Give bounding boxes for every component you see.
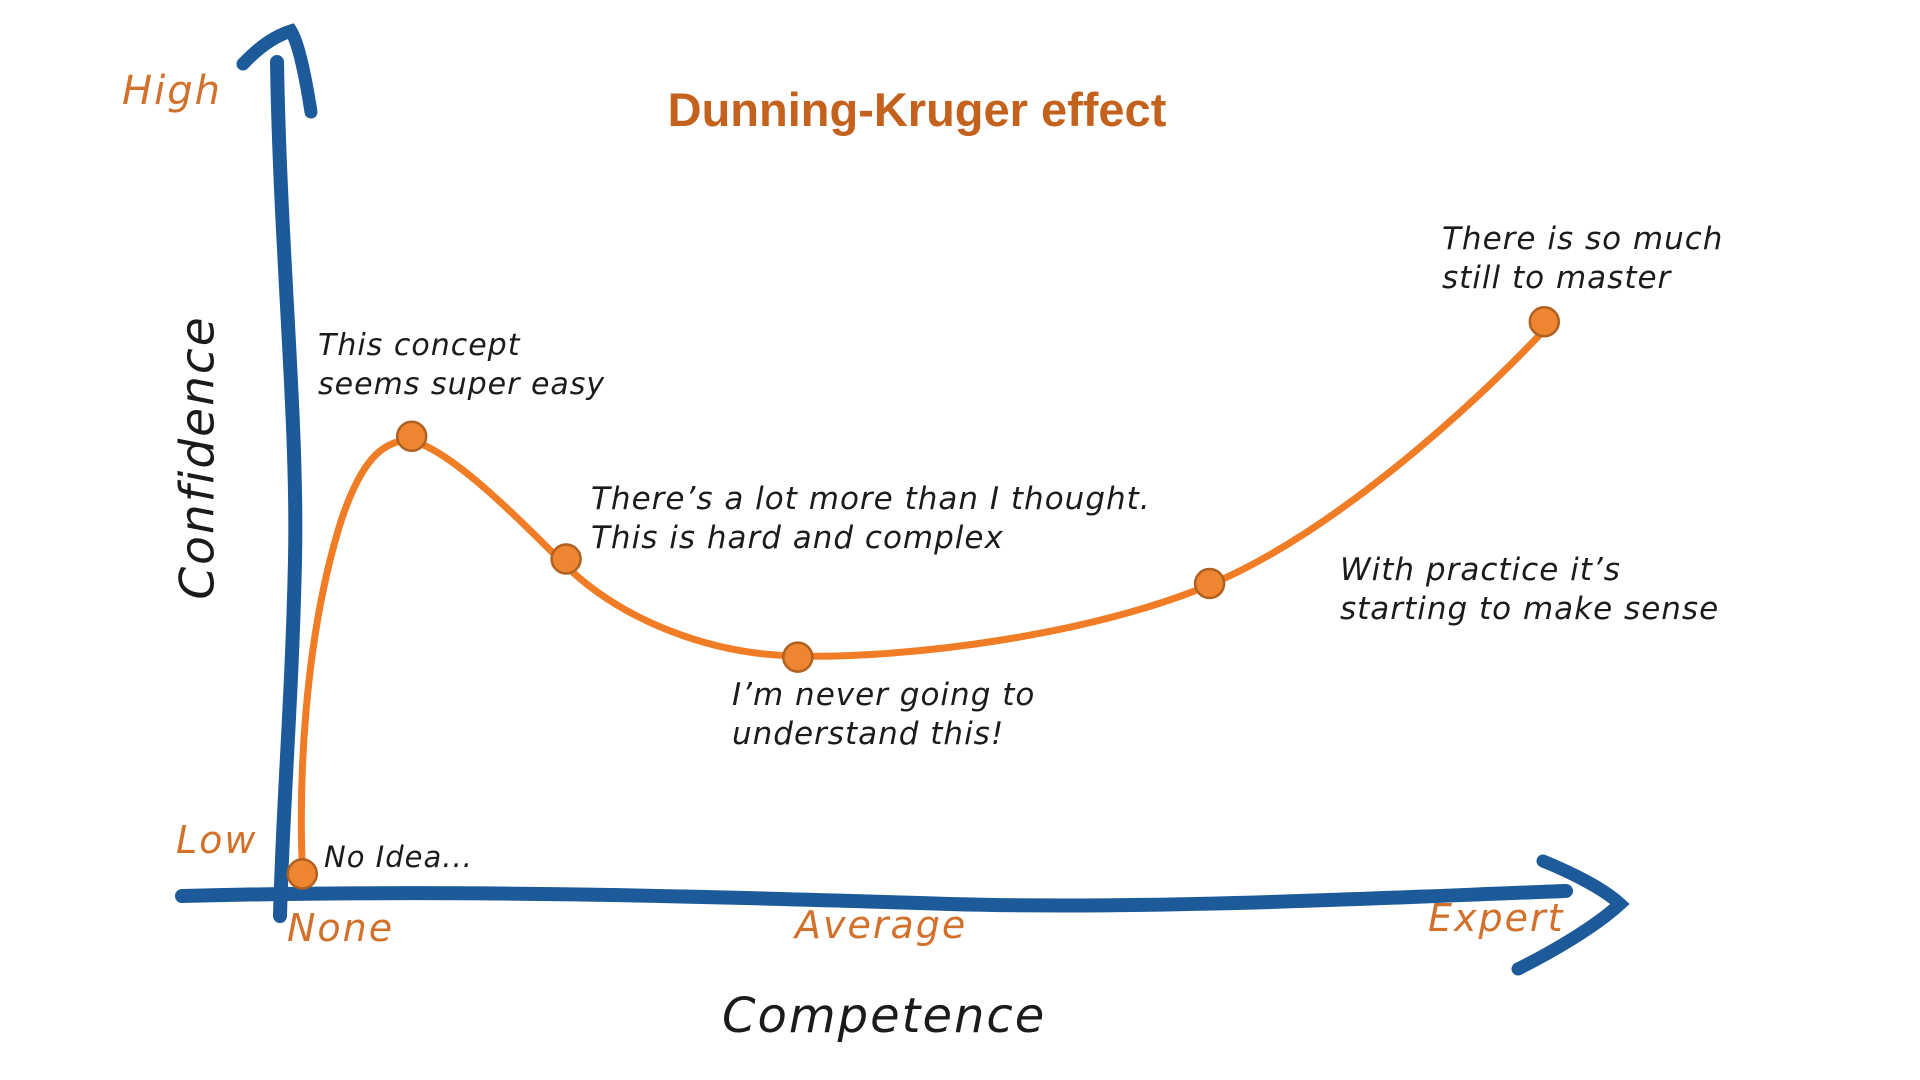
y-axis-title: Confidence xyxy=(170,315,226,600)
data-point xyxy=(395,420,428,453)
annotation-no-idea: No Idea... xyxy=(324,838,473,877)
confidence-curve xyxy=(297,321,1553,886)
annotation-this-concept: This concept seems super easy xyxy=(318,326,605,404)
annotation-line: understand this! xyxy=(732,716,1005,752)
x-axis-arrowhead-icon xyxy=(1511,854,1630,976)
annotation-line: still to master xyxy=(1442,260,1672,296)
annotation-a-lot-more: There’s a lot more than I thought. This … xyxy=(591,480,1151,558)
y-tick-high: High xyxy=(122,68,222,114)
data-point xyxy=(782,641,814,673)
annotation-line: There is so much xyxy=(1442,221,1724,257)
annotation-so-much: There is so much still to master xyxy=(1442,220,1723,298)
curve-points xyxy=(286,306,1561,890)
y-axis-line xyxy=(270,55,303,923)
data-point xyxy=(1193,567,1226,600)
x-axis-line xyxy=(175,884,1573,913)
data-point xyxy=(550,543,582,575)
annotation-line: This concept xyxy=(318,328,521,363)
y-axis-arrowhead-icon xyxy=(236,23,318,119)
data-point xyxy=(1528,306,1561,338)
annotation-line: This is hard and complex xyxy=(591,520,1004,556)
x-tick-none: None xyxy=(287,906,395,950)
annotation-line: No Idea... xyxy=(324,840,473,874)
annotation-line: I’m never going to xyxy=(732,677,1036,713)
annotation-line: starting to make sense xyxy=(1340,591,1720,627)
x-tick-expert: Expert xyxy=(1428,896,1565,940)
y-tick-low: Low xyxy=(176,818,258,862)
x-axis-title: Competence xyxy=(722,988,1047,1044)
annotation-line: With practice it’s xyxy=(1340,552,1621,588)
x-tick-average: Average xyxy=(795,903,968,947)
data-point xyxy=(286,858,319,890)
annotation-line: seems super easy xyxy=(318,367,606,402)
annotation-line: There’s a lot more than I thought. xyxy=(591,481,1151,517)
annotation-with-practice: With practice it’s starting to make sens… xyxy=(1340,551,1719,629)
annotation-never-understand: I’m never going to understand this! xyxy=(732,676,1035,754)
chart-title: Dunning-Kruger effect xyxy=(667,83,1167,136)
